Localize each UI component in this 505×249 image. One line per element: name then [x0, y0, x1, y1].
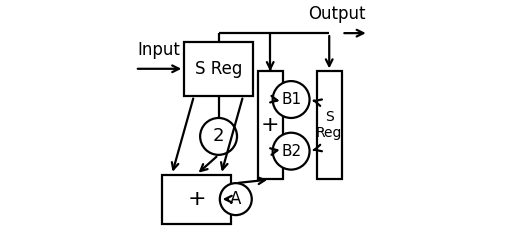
Text: +: + [187, 189, 206, 209]
Text: S
Reg: S Reg [316, 110, 342, 140]
Bar [184, 42, 252, 96]
Bar [258, 71, 282, 180]
Text: Input: Input [137, 41, 180, 59]
Text: B1: B1 [280, 92, 300, 107]
Text: S Reg: S Reg [194, 60, 242, 78]
Bar [316, 71, 341, 180]
Text: B2: B2 [280, 144, 300, 159]
Circle shape [219, 183, 251, 215]
Bar [162, 175, 230, 224]
Text: 2: 2 [213, 127, 224, 145]
Text: Output: Output [308, 5, 366, 23]
Text: A: A [230, 190, 241, 208]
Circle shape [272, 133, 309, 170]
Circle shape [272, 81, 309, 118]
Text: +: + [261, 115, 279, 135]
Circle shape [200, 118, 236, 155]
